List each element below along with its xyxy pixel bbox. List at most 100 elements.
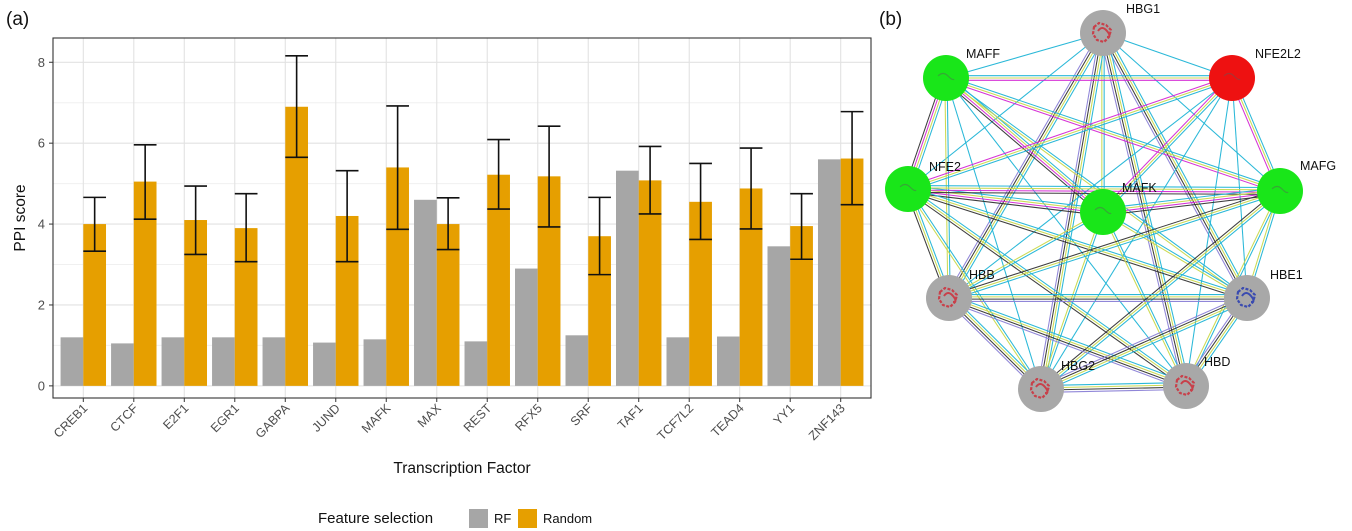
bar-rf-creb1 — [60, 337, 84, 386]
bar-rf-jund — [313, 342, 336, 386]
x-tick-label: EGR1 — [208, 401, 242, 435]
bar-random-tead4 — [739, 188, 763, 386]
error-bar-znf143 — [840, 110, 864, 206]
bar-rf-gabpa — [262, 337, 286, 386]
error-bar-rest — [487, 138, 510, 210]
node-hbg2: HBG2 — [1018, 359, 1095, 412]
error-bars — [83, 54, 864, 276]
bar-random-gabpa — [285, 106, 308, 386]
error-bar-egr1 — [234, 192, 258, 263]
x-tick-label: ZNF143 — [806, 401, 848, 443]
bar-random-mafk — [386, 167, 409, 386]
node-mafk: MAFK — [1080, 181, 1157, 235]
y-tick-label: 2 — [38, 297, 45, 312]
edge-hbg2-hbd — [1040, 382, 1187, 393]
node-nfe2: NFE2 — [885, 160, 961, 212]
node-circle — [1080, 10, 1126, 56]
x-tick-label: TEAD4 — [708, 401, 746, 439]
plot-border — [52, 37, 872, 399]
node-label: HBD — [1204, 355, 1230, 369]
error-bar-tcf7l2 — [689, 162, 712, 241]
legend-title: Feature selection — [318, 510, 433, 527]
edge-hbb-hbd — [947, 294, 1188, 390]
edge-nfe2-hbd — [906, 186, 1188, 389]
edge-nfe2l2-hbe1 — [1231, 77, 1248, 299]
x-tick-label: MAX — [415, 401, 445, 431]
x-tick-label: CTCF — [107, 401, 141, 435]
bar-random-yy1 — [790, 226, 813, 386]
node-circle — [926, 275, 972, 321]
x-tick-label: RFX5 — [512, 401, 545, 434]
node-nfe2l2: NFE2L2 — [1209, 47, 1301, 101]
bar-random-ctcf — [133, 181, 157, 386]
bar-random-egr1 — [234, 228, 258, 386]
y-ticks: 0 2 4 6 8 — [38, 55, 53, 393]
error-bar-taf1 — [638, 145, 662, 215]
error-bar-rfx5 — [537, 125, 561, 228]
bar-random-rfx5 — [537, 176, 561, 386]
y-tick-label: 4 — [38, 217, 45, 232]
edge-nfe2l2-hbb — [948, 77, 1233, 299]
node-circle — [1209, 55, 1255, 101]
edge-hbe1-hbg2 — [1039, 294, 1249, 393]
bar-rf-yy1 — [767, 246, 791, 386]
bar-random-znf143 — [840, 158, 864, 386]
error-bar-e2f1 — [184, 185, 208, 256]
bar-rf-tcf7l2 — [666, 337, 690, 386]
error-bar-max — [436, 196, 460, 251]
error-bar-srf — [588, 196, 611, 276]
legend: Feature selection RF Random — [318, 509, 592, 528]
node-mafg: MAFG — [1257, 159, 1336, 214]
node-label: HBB — [969, 268, 995, 282]
bar-rf-mafk — [363, 339, 387, 386]
edge-nfe2l2-hbd — [1185, 77, 1233, 387]
panel-a-label: (a) — [6, 9, 29, 30]
error-bar-mafk — [386, 105, 409, 231]
error-bar-creb1 — [83, 196, 107, 252]
node-circle — [923, 55, 969, 101]
node-circle — [1224, 275, 1270, 321]
bar-rf-max — [414, 199, 437, 386]
bars — [60, 106, 864, 386]
node-circle — [885, 166, 931, 212]
legend-swatch-rf — [469, 509, 488, 528]
node-hbg1: HBG1 — [1080, 2, 1160, 56]
node-hbd: HBD — [1163, 355, 1230, 409]
node-label: HBE1 — [1270, 268, 1303, 282]
edge-nfe2-hbg2 — [906, 188, 1043, 390]
bar-rf-ctcf — [111, 343, 134, 386]
edge-maff-mafg — [945, 75, 1281, 194]
x-tick-label: SRF — [568, 401, 596, 429]
x-tick-label: MAFK — [359, 401, 394, 436]
edge-mafg-hbb — [948, 188, 1281, 301]
y-tick-label: 6 — [38, 136, 45, 151]
bar-random-creb1 — [83, 224, 107, 386]
x-tick-label: REST — [461, 401, 495, 435]
bar-random-max — [436, 224, 460, 386]
edge-mafg-hbg2 — [1039, 188, 1282, 392]
edge-hbg1-mafg — [1102, 32, 1281, 192]
x-tick-label: E2F1 — [160, 401, 191, 432]
node-label: MAFG — [1300, 159, 1336, 173]
node-label: NFE2L2 — [1255, 47, 1301, 61]
bar-random-taf1 — [638, 180, 662, 386]
node-label: MAFF — [966, 47, 1000, 61]
y-tick-label: 8 — [38, 55, 45, 70]
bar-rf-znf143 — [817, 159, 841, 386]
bar-rf-taf1 — [616, 170, 639, 386]
bar-rf-rfx5 — [515, 268, 538, 386]
x-tick-label: YY1 — [771, 401, 798, 428]
bar-rf-egr1 — [212, 337, 235, 386]
x-tick-label: TCF7L2 — [655, 401, 697, 443]
network-nodes: HBG1 MAFF NFE2L2 NFE2 MAFK MAFG HBB HBE1 HBG2 HBD — [885, 2, 1336, 412]
x-ticks: CREB1 CTCF E2F1 EGR1 GABPA JUND MAFK MAX REST RFX… — [51, 398, 848, 443]
node-circle — [1163, 363, 1209, 409]
node-label: MAFK — [1122, 181, 1157, 195]
node-circle — [1018, 366, 1064, 412]
error-bar-jund — [335, 169, 359, 263]
edge-maff-nfe2l2 — [946, 75, 1232, 81]
legend-swatch-random — [518, 509, 537, 528]
edge-nfe2-hbe1 — [907, 186, 1248, 301]
node-label: HBG2 — [1061, 359, 1095, 373]
